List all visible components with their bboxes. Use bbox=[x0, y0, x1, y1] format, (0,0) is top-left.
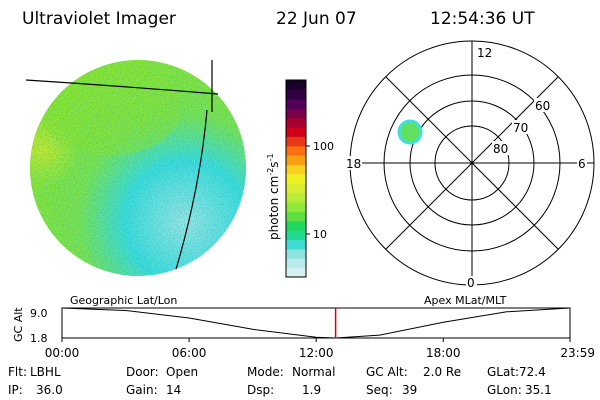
mlt-label-6: 6 bbox=[578, 157, 586, 171]
xtick-label: 12:00 bbox=[299, 346, 334, 360]
xtick-label: 18:00 bbox=[426, 346, 461, 360]
status-value: 72.4 bbox=[519, 365, 546, 379]
mlat-label-70: 70 bbox=[513, 121, 528, 135]
mlt-label-18: 18 bbox=[346, 157, 361, 171]
mlat-label-80: 80 bbox=[493, 142, 508, 156]
instrument-title: Ultraviolet Imager bbox=[22, 9, 176, 29]
colorbar-cell bbox=[286, 173, 306, 184]
colorbar-units: photon cm-2s-1 bbox=[266, 153, 281, 240]
colorbar-cell bbox=[286, 239, 306, 250]
label-bg-6 bbox=[577, 156, 587, 170]
alt-chart-ytick-top: 9.0 bbox=[30, 307, 48, 320]
status-value: Open bbox=[166, 365, 198, 379]
colorbar-cell bbox=[286, 211, 306, 222]
label-bg-70 bbox=[512, 120, 530, 134]
colorbar-tick-10-label: 10 bbox=[313, 228, 327, 241]
status-value: 14 bbox=[166, 383, 181, 397]
status-key: GLat: bbox=[487, 365, 519, 379]
label-bg-18 bbox=[344, 156, 362, 170]
colorbar-cell bbox=[286, 136, 306, 147]
mlat-label-60: 60 bbox=[535, 99, 550, 113]
colorbar-cell bbox=[286, 80, 306, 90]
status-value: 39 bbox=[402, 383, 417, 397]
colorbar-cell bbox=[286, 258, 306, 269]
alt-chart-xticks: 00:00 06:00 12:00 18:00 23:59 bbox=[45, 338, 595, 360]
colorbar-cell bbox=[286, 145, 306, 156]
colorbar-cell bbox=[286, 201, 306, 212]
geo-grid-line-top bbox=[25, 79, 219, 95]
colorbar: 100 10 photon cm-2s-1 bbox=[266, 79, 334, 278]
status-readout: Flt: LBHL Door: Open Mode: Normal GC Alt: 2.0 R… bbox=[8, 365, 552, 397]
colorbar-cell bbox=[286, 155, 306, 166]
colorbar-cell bbox=[286, 192, 306, 203]
disc-noise bbox=[30, 60, 246, 276]
terminator-line bbox=[173, 109, 208, 276]
colorbar-cell bbox=[286, 117, 306, 128]
orbit-altitude-chart: GC Alt 9.0 1.8 00:00 06:00 12:00 18:00 23:59 bbox=[12, 307, 595, 360]
geographic-caption: Geographic Lat/Lon bbox=[70, 294, 177, 307]
colorbar-cell bbox=[286, 164, 306, 175]
label-bg-80 bbox=[492, 141, 510, 155]
label-bg-60 bbox=[534, 98, 552, 112]
colorbar-cell bbox=[286, 108, 306, 119]
status-key: GLon: bbox=[487, 383, 522, 397]
label-bg-0 bbox=[466, 276, 477, 288]
status-value: Normal bbox=[292, 365, 335, 379]
status-key: GC Alt: bbox=[366, 365, 408, 379]
xtick-label: 23:59 bbox=[560, 346, 595, 360]
status-value: 35.1 bbox=[525, 383, 552, 397]
status-key: Mode: bbox=[247, 365, 284, 379]
colorbar-cell bbox=[286, 89, 306, 100]
mlt-label-0: 0 bbox=[467, 276, 475, 290]
label-bg-12 bbox=[476, 46, 492, 58]
status-key: Dsp: bbox=[247, 383, 274, 397]
mlt-label-12: 12 bbox=[477, 46, 492, 60]
geographic-image bbox=[25, 60, 246, 276]
status-key: IP: bbox=[8, 383, 23, 397]
colorbar-cell bbox=[286, 220, 306, 231]
status-key: Seq: bbox=[366, 383, 393, 397]
colorbar-cell bbox=[286, 230, 306, 241]
colorbar-cell bbox=[286, 98, 306, 109]
colorbar-cell bbox=[286, 267, 306, 278]
colorbar-cell bbox=[286, 248, 306, 259]
status-value: LBHL bbox=[30, 365, 61, 379]
alt-chart-ytick-bottom: 1.8 bbox=[30, 332, 48, 345]
status-value: 2.0 Re bbox=[423, 365, 461, 379]
alt-chart-ylabel: GC Alt bbox=[12, 307, 25, 342]
status-key: Door: bbox=[126, 365, 159, 379]
colorbar-cells bbox=[286, 80, 306, 278]
status-key: Gain: bbox=[126, 383, 158, 397]
colorbar-tick-100-label: 100 bbox=[313, 140, 334, 153]
xtick-label: 00:00 bbox=[45, 346, 80, 360]
altitude-curve bbox=[61, 307, 571, 339]
auroral-spot bbox=[397, 119, 423, 145]
image-date: 22 Jun 07 bbox=[276, 9, 357, 29]
colorbar-frame bbox=[285, 79, 307, 278]
image-time: 12:54:36 UT bbox=[430, 9, 535, 29]
status-value: 1.9 bbox=[302, 383, 321, 397]
xtick-label: 06:00 bbox=[172, 346, 207, 360]
colorbar-cell bbox=[286, 126, 306, 137]
colorbar-cell bbox=[286, 183, 306, 194]
polar-diagonal-2 bbox=[385, 76, 559, 250]
polar-plot: 12 18 6 0 60 70 80 bbox=[344, 40, 595, 290]
status-value: 36.0 bbox=[36, 383, 63, 397]
apex-caption: Apex MLat/MLT bbox=[424, 294, 507, 307]
status-key: Flt: bbox=[8, 365, 27, 379]
